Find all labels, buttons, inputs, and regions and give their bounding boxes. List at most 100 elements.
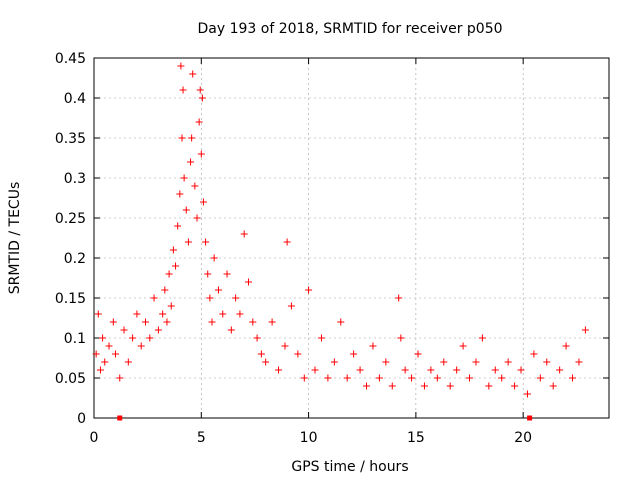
y-axis-label: SRMTID / TECUs bbox=[7, 182, 23, 295]
data-point bbox=[498, 374, 506, 382]
data-point bbox=[281, 342, 289, 350]
data-point bbox=[191, 182, 199, 190]
data-point bbox=[283, 238, 291, 246]
x-tick-label: 10 bbox=[300, 430, 318, 446]
data-point bbox=[137, 342, 145, 350]
data-point bbox=[159, 310, 167, 318]
data-point bbox=[401, 366, 409, 374]
bottom-marker bbox=[527, 415, 533, 421]
data-point bbox=[511, 382, 519, 390]
chart-title: Day 193 of 2018, SRMTID for receiver p05… bbox=[197, 21, 502, 37]
data-point bbox=[116, 374, 124, 382]
data-point bbox=[433, 374, 441, 382]
data-point bbox=[105, 342, 113, 350]
data-point bbox=[549, 382, 557, 390]
data-point bbox=[195, 118, 203, 126]
data-point bbox=[440, 358, 448, 366]
data-point bbox=[196, 86, 204, 94]
data-point bbox=[142, 318, 149, 326]
data-point bbox=[174, 222, 182, 230]
data-point bbox=[453, 366, 461, 374]
data-point bbox=[167, 302, 175, 310]
data-point bbox=[227, 326, 235, 334]
y-tick-label: 0.25 bbox=[55, 211, 86, 227]
bottom-markers bbox=[117, 415, 533, 421]
data-point bbox=[249, 318, 257, 326]
data-point bbox=[236, 310, 244, 318]
data-point bbox=[420, 382, 428, 390]
data-point bbox=[111, 350, 119, 358]
plot-frame bbox=[93, 57, 610, 419]
data-point bbox=[523, 390, 531, 398]
data-point bbox=[187, 158, 195, 166]
data-point bbox=[491, 366, 499, 374]
data-point bbox=[178, 134, 186, 142]
data-point bbox=[133, 310, 141, 318]
data-point bbox=[245, 278, 252, 286]
data-point bbox=[350, 350, 358, 358]
data-point bbox=[124, 358, 132, 366]
y-tick-label: 0.1 bbox=[64, 331, 86, 347]
data-point bbox=[343, 374, 351, 382]
data-point bbox=[397, 334, 405, 342]
data-point bbox=[317, 334, 325, 342]
data-point bbox=[375, 374, 383, 382]
data-point bbox=[382, 358, 390, 366]
data-point bbox=[163, 318, 171, 326]
data-point bbox=[305, 286, 313, 294]
data-point bbox=[150, 294, 158, 302]
data-point bbox=[569, 374, 577, 382]
x-axis-label: GPS time / hours bbox=[291, 459, 408, 475]
data-point bbox=[169, 246, 177, 254]
data-point bbox=[459, 342, 467, 350]
data-point bbox=[517, 366, 525, 374]
data-point bbox=[275, 366, 283, 374]
data-point bbox=[324, 374, 332, 382]
data-point bbox=[146, 334, 154, 342]
data-point bbox=[575, 358, 583, 366]
data-point bbox=[300, 374, 308, 382]
data-series bbox=[92, 62, 589, 398]
data-point bbox=[311, 366, 319, 374]
data-point bbox=[395, 294, 403, 302]
data-point bbox=[581, 326, 589, 334]
data-point bbox=[188, 134, 196, 142]
data-point bbox=[206, 294, 214, 302]
data-point bbox=[369, 342, 377, 350]
data-point bbox=[176, 190, 184, 198]
data-point bbox=[99, 334, 107, 342]
data-point bbox=[337, 318, 345, 326]
data-point bbox=[356, 366, 364, 374]
bottom-marker bbox=[117, 415, 123, 421]
data-point bbox=[504, 358, 512, 366]
data-point bbox=[177, 62, 185, 70]
data-point bbox=[562, 342, 570, 350]
data-point bbox=[204, 270, 212, 278]
data-point bbox=[94, 310, 102, 318]
data-point bbox=[92, 350, 100, 358]
y-tick-label: 0 bbox=[77, 411, 86, 427]
data-point bbox=[189, 70, 197, 78]
data-point bbox=[268, 318, 276, 326]
data-point bbox=[388, 382, 396, 390]
data-point bbox=[536, 374, 544, 382]
x-tick-label: 20 bbox=[514, 430, 532, 446]
data-point bbox=[485, 382, 493, 390]
data-point bbox=[214, 286, 222, 294]
data-point bbox=[172, 262, 180, 270]
x-tick-label: 0 bbox=[90, 430, 99, 446]
data-point bbox=[154, 326, 162, 334]
data-point bbox=[294, 350, 302, 358]
y-tick-labels: 0 0.05 0.1 0.15 0.2 0.25 0.3 0.35 0.4 0.45 bbox=[55, 51, 86, 427]
data-point bbox=[210, 254, 218, 262]
data-point bbox=[161, 286, 169, 294]
data-point bbox=[198, 94, 206, 102]
data-point bbox=[257, 350, 265, 358]
data-point bbox=[101, 358, 109, 366]
y-tick-label: 0.35 bbox=[55, 131, 86, 147]
data-point bbox=[232, 294, 240, 302]
data-point bbox=[184, 238, 192, 246]
data-point bbox=[179, 86, 187, 94]
data-point bbox=[240, 230, 248, 238]
